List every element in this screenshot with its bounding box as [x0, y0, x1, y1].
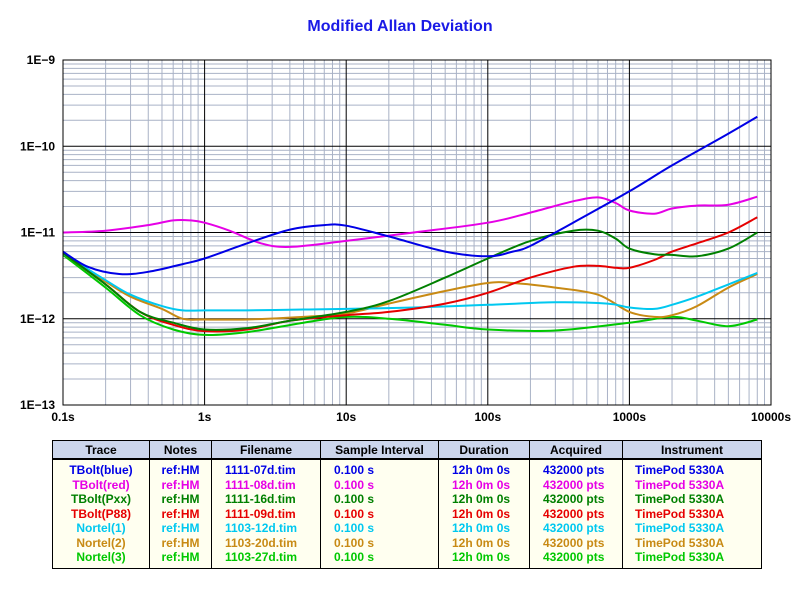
table-cell: 432000 pts [529, 550, 623, 569]
table-cell: 12h 0m 0s [438, 492, 530, 507]
y-tick-label: 1E−9 [27, 53, 56, 67]
table-cell: 12h 0m 0s [438, 550, 530, 569]
table-row: Nortel(1) ref:HM 1103-12d.tim 0.100 s 12h 0m… [52, 521, 762, 536]
series-line-nortel-1 [62, 252, 758, 312]
table-cell: ref:HM [149, 506, 212, 521]
table-cell: 12h 0m 0s [438, 459, 530, 478]
series-lines [62, 115, 758, 336]
x-tick-label: 1000s [613, 410, 647, 424]
series-line-nortel-3 [62, 254, 758, 336]
table-header-cell: Filename [211, 440, 321, 460]
x-tick-label: 10s [336, 410, 356, 424]
table-cell: 432000 pts [529, 521, 623, 536]
table-cell: Nortel(1) [52, 521, 150, 536]
table-cell: ref:HM [149, 550, 212, 569]
table-row: TBolt(P88) ref:HM 1111-09d.tim 0.100 s 12h 0… [52, 506, 762, 521]
series-line-tbolt-p88 [62, 216, 758, 333]
table-cell: 0.100 s [320, 459, 439, 478]
table-cell: 12h 0m 0s [438, 477, 530, 492]
table-cell: 0.100 s [320, 506, 439, 521]
table-cell: TBolt(red) [52, 477, 150, 492]
table-cell: ref:HM [149, 477, 212, 492]
table-cell: TimePod 5330A [622, 506, 762, 521]
trace-info-table: Trace Notes Filename Sample Interval Duratio… [52, 440, 762, 569]
table-cell: 432000 pts [529, 506, 623, 521]
table-cell: 12h 0m 0s [438, 535, 530, 550]
table-row: TBolt(Pxx) ref:HM 1111-16d.tim 0.100 s 12h 0… [52, 492, 762, 507]
plot-frame [62, 59, 772, 406]
table-header-cell: Notes [149, 440, 212, 460]
plot-area: 0.1s 1s 10s 100s 1000s 10000s 1E−13 1E−12 1E−11… [20, 53, 791, 424]
y-tick-labels: 1E−13 1E−12 1E−11 1E−10 1E−9 [20, 53, 55, 412]
chart-title: Modified Allan Deviation [307, 18, 493, 35]
table-header-cell: Duration [438, 440, 530, 460]
table-cell: 1103-20d.tim [211, 535, 321, 550]
table-cell: TBolt(blue) [52, 459, 150, 478]
series-line-nortel-2 [62, 252, 758, 321]
table-cell: 1103-27d.tim [211, 550, 321, 569]
table-cell: ref:HM [149, 521, 212, 536]
table-header-cell: Trace [52, 440, 150, 460]
table-cell: TimePod 5330A [622, 521, 762, 536]
table-row: Nortel(3) ref:HM 1103-27d.tim 0.100 s 12h 0m… [52, 550, 762, 569]
table-cell: 0.100 s [320, 521, 439, 536]
x-tick-label: 1s [198, 410, 212, 424]
table-header-cell: Sample Interval [320, 440, 439, 460]
table-cell: 0.100 s [320, 492, 439, 507]
table-row: TBolt(blue) ref:HM 1111-07d.tim 0.100 s 12h … [52, 459, 762, 478]
table-cell: TimePod 5330A [622, 550, 762, 569]
table-cell: Nortel(3) [52, 550, 150, 569]
table-body: TBolt(blue) ref:HM 1111-07d.tim 0.100 s 12h … [52, 459, 762, 569]
table-cell: 432000 pts [529, 492, 623, 507]
table-cell: 0.100 s [320, 550, 439, 569]
x-tick-label: 100s [474, 410, 501, 424]
y-tick-label: 1E−10 [20, 139, 55, 153]
series-line-tbolt-red [62, 195, 758, 248]
x-tick-label: 0.1s [51, 410, 75, 424]
table-cell: TimePod 5330A [622, 492, 762, 507]
table-header-cell: Instrument [622, 440, 762, 460]
y-tick-label: 1E−12 [20, 312, 55, 326]
x-tick-label: 10000s [751, 410, 791, 424]
table-cell: 1111-16d.tim [211, 492, 321, 507]
y-tick-label: 1E−11 [21, 226, 56, 240]
table-row: TBolt(red) ref:HM 1111-08d.tim 0.100 s 12h 0… [52, 477, 762, 492]
table-cell: Nortel(2) [52, 535, 150, 550]
x-tick-labels: 0.1s 1s 10s 100s 1000s 10000s [51, 410, 791, 424]
table-cell: 12h 0m 0s [438, 506, 530, 521]
table-cell: 1111-07d.tim [211, 459, 321, 478]
table-cell: 12h 0m 0s [438, 521, 530, 536]
table-cell: ref:HM [149, 492, 212, 507]
table-cell: 0.100 s [320, 477, 439, 492]
series-line-tbolt-blue [62, 115, 758, 276]
table-cell: 1111-09d.tim [211, 506, 321, 521]
table-cell: 432000 pts [529, 459, 623, 478]
table-cell: 1111-08d.tim [211, 477, 321, 492]
table-cell: 1103-12d.tim [211, 521, 321, 536]
table-cell: TBolt(Pxx) [52, 492, 150, 507]
table-cell: 432000 pts [529, 477, 623, 492]
series-line-tbolt-pxx [62, 228, 758, 331]
table-header-cell: Acquired [529, 440, 623, 460]
y-tick-label: 1E−13 [20, 398, 55, 412]
table-cell: TimePod 5330A [622, 459, 762, 478]
table-cell: ref:HM [149, 459, 212, 478]
table-header-row: Trace Notes Filename Sample Interval Duratio… [52, 440, 762, 460]
table-cell: 432000 pts [529, 535, 623, 550]
table-cell: TimePod 5330A [622, 535, 762, 550]
table-cell: ref:HM [149, 535, 212, 550]
table-cell: 0.100 s [320, 535, 439, 550]
table-row: Nortel(2) ref:HM 1103-20d.tim 0.100 s 12h 0m… [52, 535, 762, 550]
table-cell: TimePod 5330A [622, 477, 762, 492]
table-cell: TBolt(P88) [52, 506, 150, 521]
